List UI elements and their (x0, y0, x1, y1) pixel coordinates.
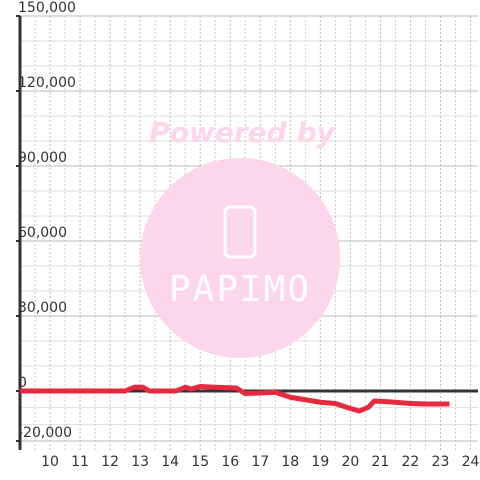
y-tick-label: 90,000 (18, 150, 67, 166)
x-tick-label: 15 (191, 454, 209, 470)
x-tick-label: 14 (161, 454, 179, 470)
x-tick-label: 18 (281, 454, 299, 470)
x-tick-label: 19 (311, 454, 329, 470)
x-tick-label: 11 (71, 454, 89, 470)
x-tick-label: 24 (462, 454, 480, 470)
y-tick-label: -20,000 (18, 425, 72, 441)
x-tick-label: 17 (251, 454, 269, 470)
x-tick-label: 16 (221, 454, 239, 470)
x-tick-label: 21 (371, 454, 389, 470)
x-tick-label: 23 (432, 454, 450, 470)
y-tick-label: 0 (18, 375, 27, 391)
watermark: Powered by PAPIMO (140, 116, 340, 358)
y-tick-label: 150,000 (18, 0, 76, 16)
y-tick-label: 30,000 (18, 300, 67, 316)
x-tick-label: 13 (131, 454, 149, 470)
y-tick-label: 60,000 (18, 225, 67, 241)
watermark-text: Powered by (149, 116, 336, 149)
x-tick-label: 12 (101, 454, 119, 470)
data-line (20, 384, 450, 414)
x-tick-label: 10 (41, 454, 59, 470)
y-tick-label: 120,000 (18, 75, 76, 91)
phone-icon (223, 205, 257, 259)
x-tick-label: 20 (341, 454, 359, 470)
watermark-logo: PAPIMO (169, 269, 311, 310)
x-tick-label: 22 (402, 454, 420, 470)
